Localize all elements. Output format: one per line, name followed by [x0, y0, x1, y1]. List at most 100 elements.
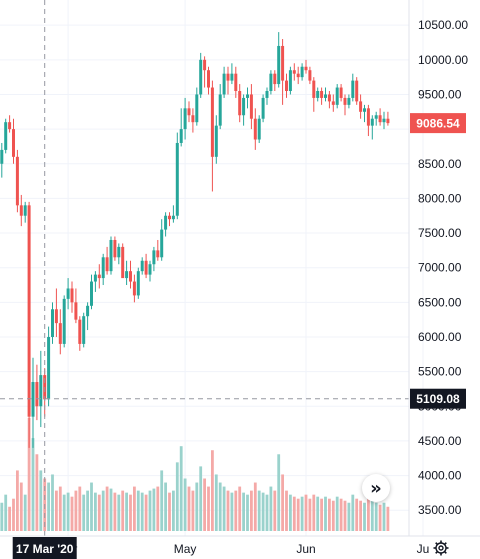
scroll-to-realtime-button[interactable]: » [362, 474, 390, 502]
volume-bar [113, 492, 117, 531]
candle-body [218, 94, 222, 126]
candle-body [386, 118, 390, 124]
price-tick-label: 8000.00 [418, 191, 462, 205]
candle-body [19, 205, 23, 216]
candle [249, 84, 253, 130]
volume-bar [211, 450, 214, 531]
candle [187, 101, 191, 123]
volume-bar [234, 490, 238, 531]
volume-bar [265, 494, 269, 531]
candle [355, 77, 359, 105]
volume-bar [51, 474, 54, 531]
volume-bar [97, 494, 101, 531]
candle-body [253, 118, 257, 140]
candle [308, 66, 312, 85]
candlestick-series [0, 32, 390, 448]
volume-bar [304, 494, 308, 531]
volume-bar [179, 446, 183, 531]
candle-body [257, 118, 261, 140]
candle-body [70, 288, 74, 303]
time-tick-label: May [174, 542, 197, 556]
candle-body [331, 101, 335, 105]
volume-bar [19, 482, 23, 531]
candle [82, 312, 86, 348]
candle-body [366, 108, 370, 126]
candle [222, 66, 226, 98]
candle-body [179, 129, 183, 143]
volume-bar [156, 486, 160, 531]
candle [281, 39, 285, 105]
candle [144, 253, 148, 279]
candle [152, 246, 156, 272]
volume-bar [136, 490, 140, 531]
candle-body [261, 97, 265, 119]
volume-bar [339, 498, 343, 531]
volume-bar [195, 482, 199, 531]
candle-body [191, 115, 195, 123]
volume-bar [12, 498, 15, 531]
volume-bar [285, 490, 288, 531]
candle-body [152, 250, 156, 265]
volume-bar [175, 462, 179, 531]
volume-bar [359, 500, 362, 531]
price-tick-label: 6000.00 [418, 330, 462, 344]
candle [261, 94, 265, 123]
volume-bar [378, 504, 382, 531]
volume-bar [386, 506, 390, 531]
candle-body [210, 87, 214, 157]
candle [27, 201, 31, 448]
volume-bar [316, 496, 320, 531]
candle-body [281, 45, 285, 81]
price-tick-label: 9500.00 [418, 87, 462, 101]
volume-bar [367, 496, 370, 531]
volume-bar [214, 474, 218, 531]
candle-body [35, 382, 39, 407]
candle-body [86, 305, 90, 317]
candle [129, 260, 132, 289]
volume-bar [23, 494, 27, 531]
candle-body [304, 66, 308, 71]
candle [23, 201, 27, 223]
candle [78, 316, 82, 351]
candle [288, 66, 292, 95]
candle-body [54, 309, 58, 324]
candle-body [277, 45, 281, 85]
volume-bar [105, 486, 109, 531]
volume-bar [0, 502, 4, 531]
candle [183, 97, 187, 140]
candle-body [31, 382, 35, 417]
volume-bar [191, 490, 195, 531]
candle [226, 66, 230, 95]
candle-body [249, 94, 253, 119]
candle-body [27, 205, 31, 417]
candle-body [238, 91, 242, 116]
candle [19, 194, 23, 227]
volume-bar [222, 486, 226, 531]
candle-body [199, 59, 203, 95]
candle [97, 264, 101, 289]
candle-body [187, 108, 191, 116]
candle-body [374, 115, 378, 119]
volume-bar [226, 490, 230, 531]
candle [74, 288, 78, 324]
double-chevron-right-icon: » [370, 477, 382, 499]
volume-bar [35, 454, 39, 531]
candle-body [58, 323, 62, 344]
time-axis[interactable]: AprMayJunJu17 Mar '20 [12, 537, 430, 559]
volume-bar [343, 500, 347, 531]
candle [335, 84, 339, 109]
candle [265, 87, 269, 105]
candle-body [339, 87, 343, 98]
volume-bar [117, 494, 121, 531]
chart-settings-button[interactable] [430, 538, 452, 558]
candle [386, 111, 390, 126]
volume-bar [312, 494, 316, 531]
price-axis[interactable]: 3500.004000.004500.005000.005500.006000.… [418, 18, 468, 517]
price-tick-label: 5500.00 [418, 365, 462, 379]
candle-body [183, 108, 187, 130]
volume-bar [152, 488, 156, 531]
candle [366, 104, 370, 137]
candle [175, 132, 179, 220]
candle-body [132, 281, 136, 296]
